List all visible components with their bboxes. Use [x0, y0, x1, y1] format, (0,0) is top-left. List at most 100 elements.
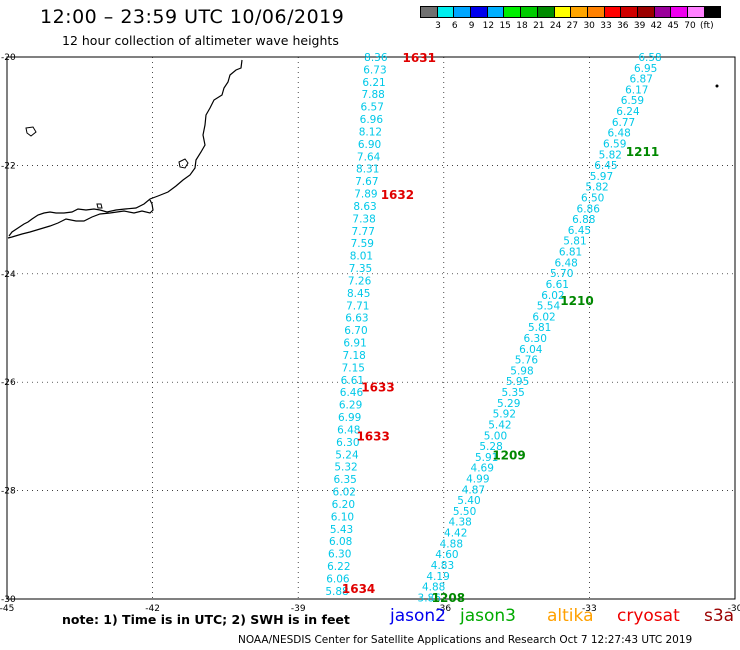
wave-height-value: 4.99 — [466, 473, 489, 485]
wave-height-value: 6.02 — [541, 290, 564, 302]
wave-height-value: 7.38 — [352, 213, 375, 225]
y-tick-label: -28 — [1, 487, 16, 497]
scale-label: 36 — [617, 21, 629, 31]
wave-height-value: 6.21 — [362, 77, 385, 89]
wave-height-value: 6.57 — [361, 102, 384, 114]
wave-height-value: 4.69 — [471, 463, 494, 475]
wave-height-value: 6.30 — [328, 549, 351, 561]
pass-time-label: 1634 — [342, 582, 375, 596]
wave-height-value: 6.24 — [616, 106, 640, 118]
wave-height-value: 6.99 — [338, 412, 361, 424]
scale-label: 27 — [566, 21, 579, 31]
scale-label: 33 — [600, 21, 612, 31]
y-tick-label: -30 — [1, 595, 16, 605]
wave-height-value: 6.70 — [344, 325, 367, 337]
wave-height-value: 6.35 — [333, 474, 356, 486]
axis-labels: -45 -42 -39 -36 -33 -30 -20 -22 -24 -26 -28 -30 — [0, 53, 740, 614]
wave-height-value: 6.48 — [554, 257, 577, 269]
wave-height-value: 4.60 — [435, 549, 458, 561]
scale-label: 21 — [533, 21, 545, 31]
pass-time-label: 1209 — [492, 448, 525, 462]
island — [25, 126, 37, 137]
legend-s3a: s3a — [704, 606, 735, 626]
wave-height-value: 5.92 — [493, 409, 516, 421]
wave-height-value: 5.88 — [325, 586, 348, 598]
credit-line: NOAA/NESDIS Center for Satellite Applica… — [238, 634, 693, 646]
wave-height-value: 5.54 — [537, 301, 561, 313]
wave-height-value: 6.30 — [524, 333, 547, 345]
pass-time-label: 1633 — [361, 381, 394, 395]
scale-label: (ft) — [700, 21, 714, 31]
wave-height-value: 6.10 — [331, 511, 354, 523]
island — [178, 158, 189, 169]
time-labels: 1631 1632 1633 1633 1634 1211 1210 1209 1208 — [342, 51, 659, 605]
wave-height-value: 5.81 — [528, 322, 551, 334]
y-tick-label: -24 — [1, 270, 16, 280]
wave-height-value: 6.45 — [568, 225, 591, 237]
wave-height-value: 6.58 — [638, 52, 661, 64]
wave-height-value: 7.26 — [348, 275, 372, 287]
lat-lon-grid — [7, 57, 735, 599]
wave-height-value: 5.76 — [515, 355, 539, 367]
pass-time-label: 1632 — [381, 188, 414, 202]
wave-height-value: 6.08 — [329, 536, 352, 548]
color-scale-bar — [420, 6, 722, 18]
wave-height-value: 5.00 — [484, 430, 507, 442]
y-tick-label: -22 — [1, 161, 16, 171]
wave-height-value: 7.35 — [349, 263, 372, 275]
wave-height-value: 4.88 — [440, 538, 463, 550]
wave-height-value: 5.97 — [590, 171, 613, 183]
wave-height-value: 4.88 — [422, 582, 445, 594]
wave-height-value: 5.82 — [599, 149, 622, 161]
wave-height-value: 6.02 — [532, 311, 555, 323]
wave-height-value: 5.98 — [510, 365, 533, 377]
wave-height-value: 6.22 — [327, 561, 350, 573]
wave-height-value: 5.35 — [501, 387, 524, 399]
scale-label: 39 — [633, 21, 646, 31]
legend-jason2: jason2 — [390, 606, 446, 626]
scale-label: 24 — [549, 21, 562, 31]
x-tick-label: -45 — [0, 604, 14, 614]
wave-height-value: 7.77 — [352, 226, 375, 238]
wave-height-value: 4.83 — [431, 560, 454, 572]
wave-height-value: 6.91 — [343, 338, 366, 350]
wave-height-value: 8.12 — [359, 126, 382, 138]
wave-height-value: 4.38 — [448, 517, 471, 529]
legend-jason3: jason3 — [460, 606, 516, 626]
wave-height-value: 4.87 — [462, 484, 485, 496]
wave-height-value: 6.86 — [577, 203, 601, 215]
wave-height-value: 8.01 — [350, 251, 373, 263]
track-east: 6.586.956.876.176.596.246.776.486.595.82… — [418, 52, 662, 604]
wave-height-value: 4.19 — [426, 571, 449, 583]
wave-height-value: 5.91 — [475, 452, 498, 464]
wave-height-value: 4.42 — [444, 528, 467, 540]
wave-height-value: 8.36 — [364, 52, 388, 64]
pass-time-label: 1631 — [403, 51, 436, 65]
wave-height-value: 5.43 — [330, 524, 353, 536]
x-tick-label: -30 — [728, 604, 740, 614]
wave-height-value: 6.20 — [332, 499, 355, 511]
wave-height-value: 6.73 — [363, 64, 386, 76]
map-subtitle: 12 hour collection of altimeter wave hei… — [62, 33, 339, 48]
scale-label: 42 — [650, 21, 663, 31]
scale-label: 9 — [468, 21, 475, 31]
wave-height-value: 5.82 — [585, 182, 608, 194]
wave-height-value: 6.81 — [559, 247, 582, 259]
wave-height-value: 5.24 — [335, 449, 359, 461]
map-frame — [6, 56, 736, 600]
wave-height-value: 6.63 — [345, 313, 368, 325]
track-west: 8.366.736.217.886.576.968.126.907.648.31… — [325, 52, 388, 598]
wave-height-value: 6.88 — [572, 214, 595, 226]
wave-height-value: 7.67 — [355, 176, 378, 188]
wave-height-value: 6.59 — [621, 95, 644, 107]
pass-time-label: 1208 — [432, 591, 465, 605]
island — [96, 203, 103, 209]
wave-height-value: 6.04 — [519, 344, 543, 356]
scale-label: 30 — [583, 21, 595, 31]
wave-height-value: 8.31 — [356, 164, 379, 176]
wave-height-value: 6.30 — [336, 437, 359, 449]
x-tick-label: -42 — [145, 604, 160, 614]
scale-label: 15 — [499, 21, 511, 31]
